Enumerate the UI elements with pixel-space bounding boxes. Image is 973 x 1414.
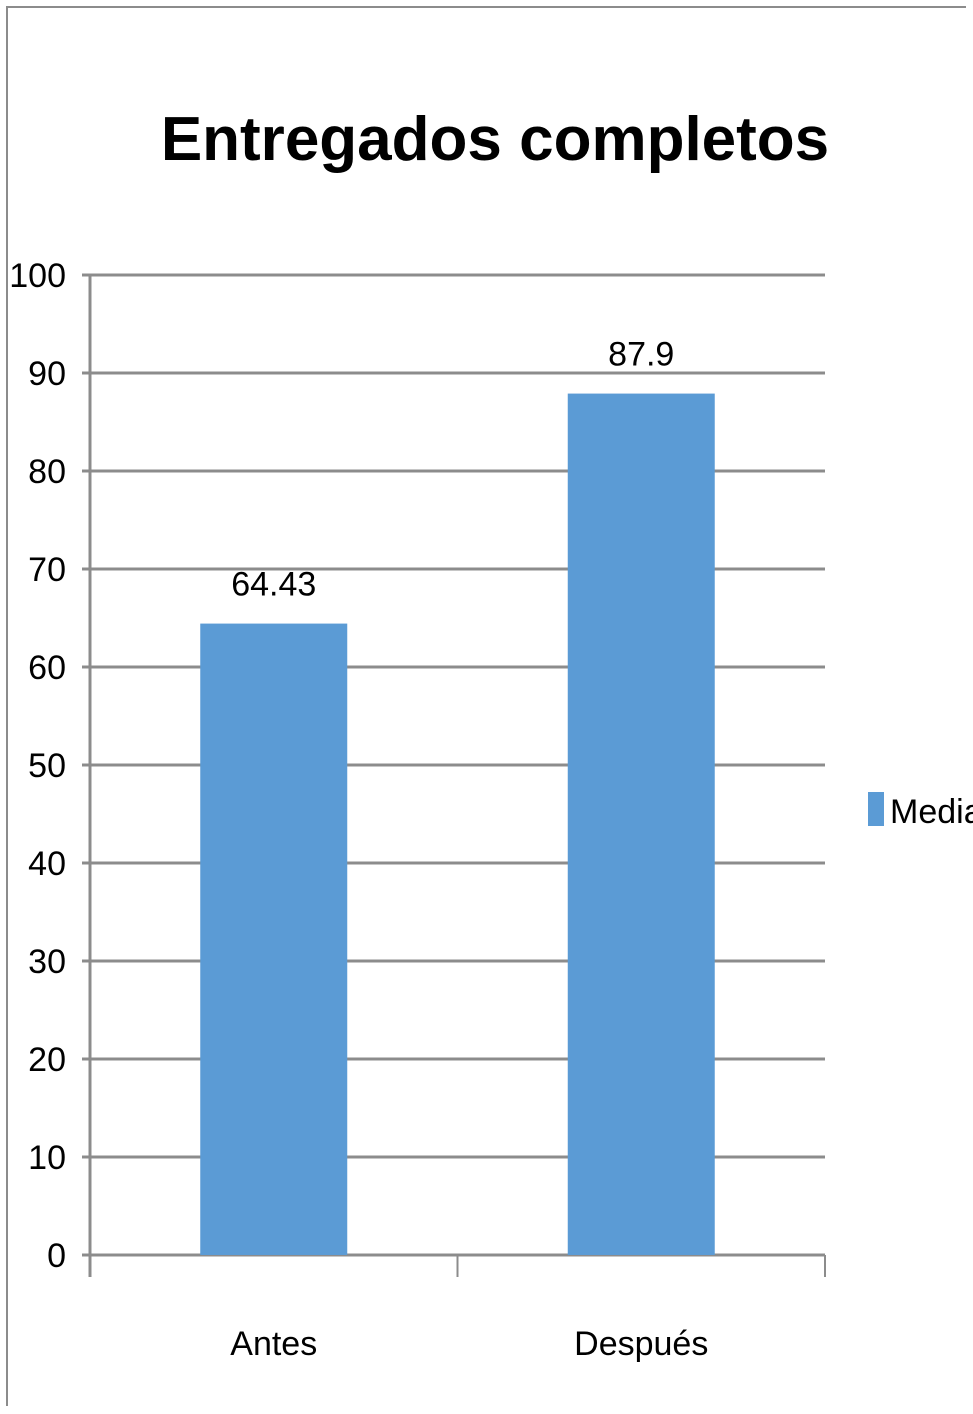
x-category-label-1: Después	[574, 1325, 708, 1363]
bar-antes	[200, 623, 348, 1255]
y-tick-label-40: 40	[28, 845, 66, 883]
y-tick-label-60: 60	[28, 649, 66, 687]
y-tick-label-70: 70	[28, 551, 66, 589]
y-tick-label-50: 50	[28, 747, 66, 785]
y-tick-label-100: 100	[9, 257, 66, 295]
chart-frame	[6, 6, 966, 1406]
y-axis-tick-labels: 0 10 20 30 40 50 60 70 80 90 100	[9, 257, 66, 1275]
x-category-label-0: Antes	[230, 1325, 317, 1363]
bars	[200, 393, 715, 1256]
y-tick-label-0: 0	[47, 1237, 66, 1275]
legend-label-media: Media	[890, 793, 973, 831]
data-labels: 64.43 87.9	[231, 336, 674, 604]
y-tick-label-10: 10	[28, 1139, 66, 1177]
y-tick-label-20: 20	[28, 1041, 66, 1079]
y-tick-label-30: 30	[28, 943, 66, 981]
y-tick-label-80: 80	[28, 453, 66, 491]
y-tick-label-90: 90	[28, 355, 66, 393]
chart-title: Entregados completos	[161, 105, 829, 174]
bar-despu-s	[567, 393, 715, 1256]
data-label-1: 87.9	[608, 336, 674, 374]
x-axis-category-labels: Antes Después	[230, 1325, 708, 1363]
legend: Media	[868, 792, 973, 831]
legend-swatch-media	[868, 792, 884, 826]
data-label-0: 64.43	[231, 566, 316, 604]
